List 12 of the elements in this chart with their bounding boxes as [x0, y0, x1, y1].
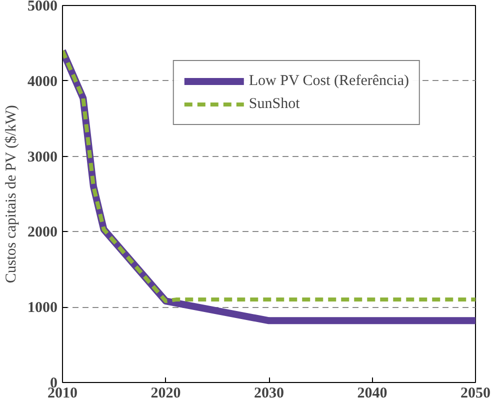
legend-label: Low PV Cost (Referência) [248, 72, 409, 90]
x-tick-label: 2030 [254, 386, 284, 402]
x-tick-label: 2020 [150, 386, 181, 402]
y-tick-label: 1000 [28, 300, 58, 316]
legend-label: SunShot [248, 96, 300, 112]
x-tick-label: 2040 [357, 386, 388, 402]
y-axis-title: Custos capitais de PV ($/kW) [4, 105, 20, 284]
y-tick-label: 2000 [28, 224, 58, 241]
x-tick-label: 2050 [460, 386, 490, 402]
y-tick-label: 3000 [28, 149, 58, 166]
y-tick-label: 4000 [28, 74, 58, 90]
y-tick-label: 5000 [28, 0, 58, 14]
